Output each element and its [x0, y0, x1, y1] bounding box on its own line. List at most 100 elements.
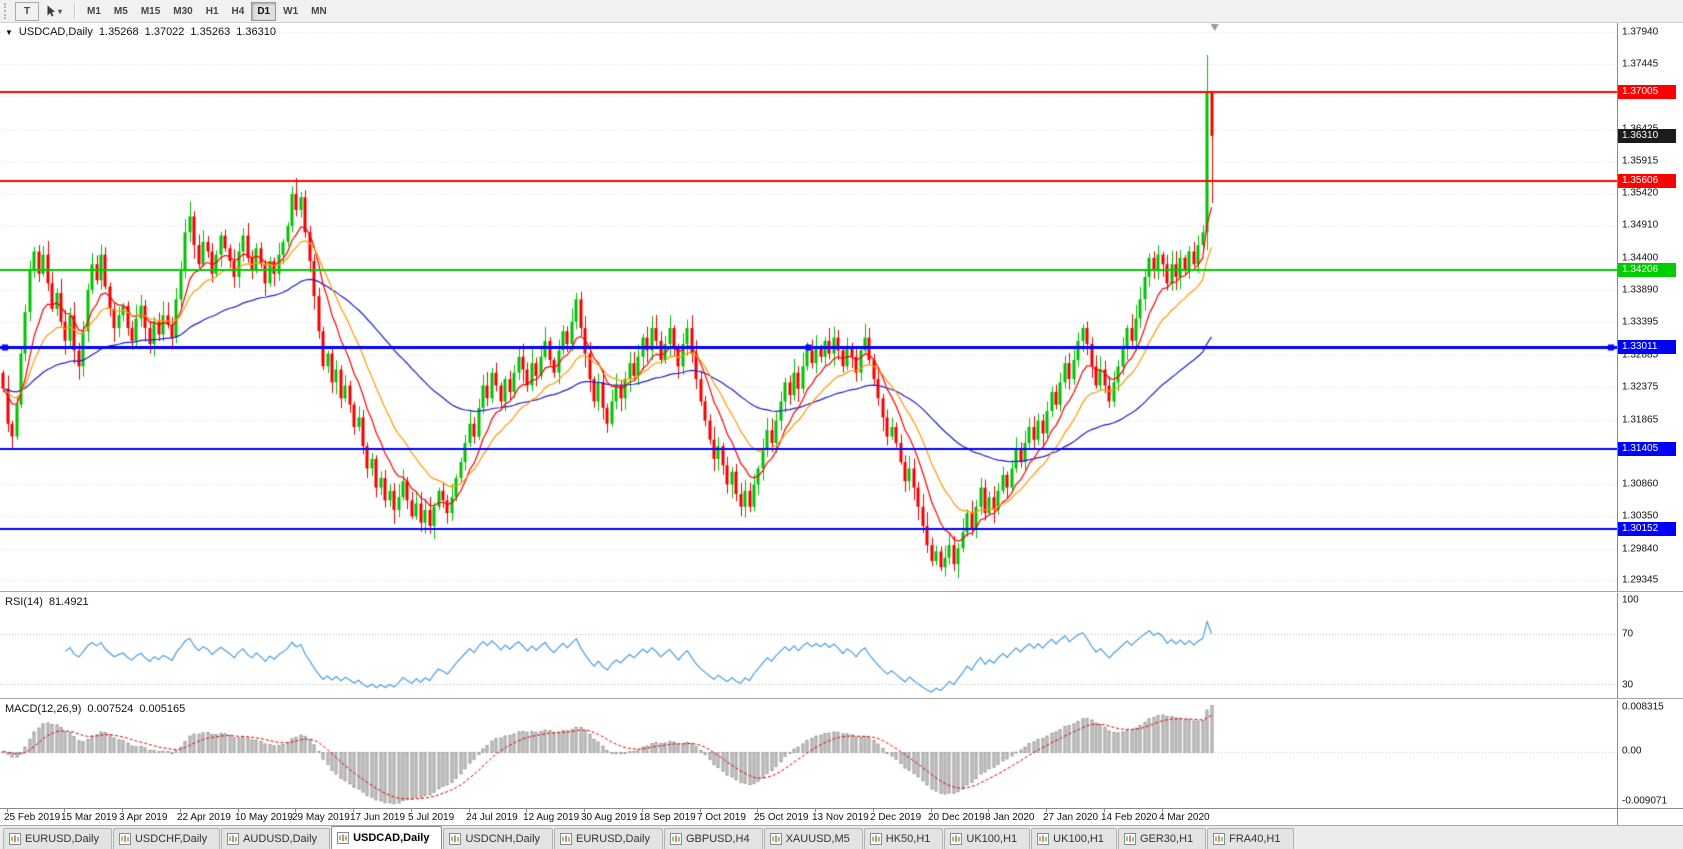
tab-chart-icon: [670, 833, 682, 845]
date-label: 10 May 2019: [235, 811, 293, 823]
chart-tab-xauusd-m5[interactable]: XAUUSD,M5: [763, 828, 863, 849]
rsi-tick-label: 70: [1622, 628, 1634, 640]
chart-tab-label: USDCAD,Daily: [353, 832, 430, 844]
timeframe-button-m15[interactable]: M15: [135, 2, 166, 21]
tab-chart-icon: [9, 833, 21, 845]
chart-tab-label: USDCHF,Daily: [134, 833, 208, 845]
date-tick: [7, 808, 8, 812]
macd-header: MACD(12,26,9) 0.007524 0.005165: [5, 703, 185, 715]
time-axis[interactable]: 25 Feb 2019 15 Mar 2019 3 Apr 2019 22 Apr 2…: [0, 807, 1683, 825]
chart-tab-gbpusd-h4[interactable]: GBPUSD,H4: [664, 828, 763, 849]
main-price-pane[interactable]: ▼ USDCAD,Daily 1.35268 1.37022 1.35263 1…: [0, 23, 1617, 592]
date-label: 5 Jul 2019: [408, 811, 455, 823]
date-tick: [988, 808, 989, 812]
chart-tab-label: XAUUSD,M5: [785, 833, 850, 845]
toolbar-grip[interactable]: [4, 3, 10, 19]
timeframe-button-w1[interactable]: W1: [277, 2, 304, 21]
macd-label: MACD(12,26,9): [5, 702, 82, 715]
timeframe-button-d1[interactable]: D1: [251, 1, 277, 21]
rsi-axis[interactable]: 100 70 30: [1617, 593, 1683, 698]
price-axis[interactable]: 1.379401.374451.369351.364251.359151.354…: [1617, 23, 1683, 592]
date-label: 13 Nov 2019: [812, 811, 869, 823]
macd-signal-value: 0.005165: [139, 702, 186, 715]
high-value: 1.37022: [144, 26, 185, 38]
rsi-canvas[interactable]: [0, 593, 1617, 698]
timeframe-button-h4[interactable]: H4: [226, 2, 251, 21]
chart-tab-usdchf-daily[interactable]: USDCHF,Daily: [112, 828, 221, 849]
price-line-tag: 1.37005: [1618, 84, 1676, 99]
date-label: 14 Feb 2020: [1101, 811, 1158, 823]
chart-tab-usdcnh-daily[interactable]: USDCNH,Daily: [443, 828, 554, 849]
date-label: 2 Dec 2019: [870, 811, 922, 823]
chevron-down-icon: ▾: [58, 6, 63, 16]
date-tick: [526, 808, 527, 812]
chart-tab-eurusd-daily[interactable]: EURUSD,Daily: [554, 828, 663, 849]
price-tick-label: 1.31865: [1622, 414, 1659, 426]
date-label: 15 Mar 2019: [61, 811, 118, 823]
text-tool-button[interactable]: T: [15, 1, 39, 21]
current-price-tag: 1.36310: [1618, 128, 1676, 143]
price-line-tag: 1.34206: [1618, 263, 1676, 278]
collapse-chart-icon[interactable]: ▼: [5, 28, 13, 37]
date-tick: [931, 808, 932, 812]
tab-chart-icon: [560, 833, 573, 845]
date-tick: [469, 808, 470, 812]
date-tick: [700, 808, 701, 812]
chart-tab-fra40-h1[interactable]: FRA40,H1: [1207, 828, 1294, 849]
price-tick-label: 1.37940: [1622, 26, 1659, 38]
chart-tab-hk50-h1[interactable]: HK50,H1: [863, 828, 944, 849]
low-value: 1.35263: [190, 26, 231, 38]
date-tick: [815, 808, 816, 812]
date-tick: [295, 808, 296, 812]
date-tick: [122, 808, 123, 812]
price-tick-label: 1.32375: [1622, 381, 1659, 393]
pane-separator[interactable]: [0, 591, 1683, 594]
macd-tick-label: 0.008315: [1622, 701, 1664, 713]
symbol-label: USDCAD,Daily: [18, 26, 93, 38]
pane-separator[interactable]: [0, 697, 1683, 700]
chart-tab-label: EURUSD,Daily: [25, 833, 99, 845]
chart-tab-uk100-h1[interactable]: UK100,H1: [944, 828, 1031, 849]
macd-axis[interactable]: 0.008315 0.00 -0.009071: [1617, 699, 1683, 808]
timeframe-button-group: M1 M5 M15 M30 H1 H4 D1 W1 MN: [81, 1, 333, 21]
price-line-tag: 1.35606: [1618, 173, 1676, 188]
price-tick-label: 1.32885: [1622, 349, 1659, 361]
candlestick-canvas[interactable]: [0, 23, 1617, 591]
date-label: 4 Mar 2020: [1159, 811, 1210, 823]
price-line-tag: 1.33011: [1618, 339, 1676, 354]
chart-tab-label: EURUSD,Daily: [576, 833, 650, 845]
date-tick: [757, 808, 758, 812]
timeframe-button-h1[interactable]: H1: [200, 2, 225, 21]
date-tick: [1162, 808, 1163, 812]
price-tick-label: 1.36425: [1622, 123, 1658, 134]
timeframe-toolbar: T ▾ M1 M5 M15 M30 H1 H4 D1 W1 MN: [0, 0, 1683, 23]
date-label: 30 Aug 2019: [581, 811, 638, 823]
cursor-tool-button[interactable]: ▾: [40, 2, 68, 21]
chart-tab-usdcad-daily[interactable]: USDCAD,Daily: [331, 826, 443, 849]
timeframe-button-m30[interactable]: M30: [167, 2, 198, 21]
macd-canvas[interactable]: [0, 699, 1617, 808]
chart-tab-uk100-h1[interactable]: UK100,H1: [1031, 828, 1117, 849]
chart-tab-label: AUDUSD,Daily: [243, 833, 318, 845]
chart-tab-eurusd-daily[interactable]: EURUSD,Daily: [3, 828, 112, 849]
tab-chart-icon: [1123, 833, 1136, 845]
timeframe-button-m1[interactable]: M1: [81, 2, 107, 21]
cursor-icon: [47, 5, 55, 17]
price-tick-label: 1.29345: [1622, 574, 1659, 586]
macd-tick-label: 0.00: [1622, 745, 1642, 757]
toolbar-separator: [74, 3, 76, 19]
timeframe-button-mn[interactable]: MN: [305, 2, 333, 21]
timeframe-button-m5[interactable]: M5: [108, 2, 134, 21]
chart-tab-ger30-h1[interactable]: GER30,H1: [1117, 828, 1207, 849]
chart-tab-label: GBPUSD,H4: [686, 833, 750, 845]
tab-chart-icon: [869, 833, 882, 845]
chart-tab-audusd-daily[interactable]: AUDUSD,Daily: [221, 828, 331, 849]
price-line-tag: 1.31405: [1618, 442, 1676, 456]
rsi-pane[interactable]: RSI(14) 81.4921: [0, 593, 1617, 698]
macd-pane[interactable]: MACD(12,26,9) 0.007524 0.005165: [0, 699, 1617, 808]
chart-tabs-bar: EURUSD,Daily USDCHF,Daily AUDUSD,Daily USDC…: [0, 825, 1683, 849]
chart-tab-label: FRA40,H1: [1229, 833, 1281, 845]
date-strip[interactable]: 25 Feb 2019 15 Mar 2019 3 Apr 2019 22 Apr 2…: [0, 808, 1617, 825]
date-label: 18 Sep 2019: [639, 811, 696, 823]
